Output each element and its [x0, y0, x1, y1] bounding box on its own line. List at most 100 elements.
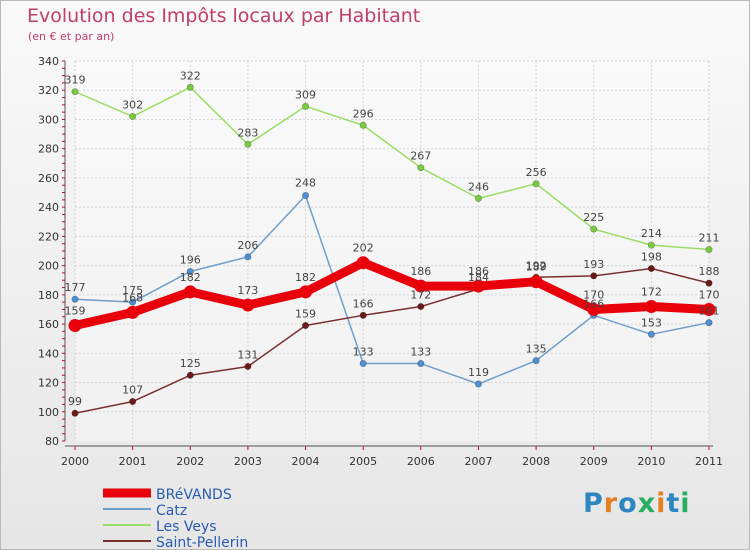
logo-letter: t [666, 488, 681, 519]
data-point [244, 140, 252, 148]
data-label: 192 [526, 259, 547, 272]
y-tick-label: 180 [38, 289, 59, 302]
legend-label: Saint-Pellerin [156, 535, 248, 549]
data-label: 196 [180, 253, 201, 266]
x-tick-label: 2005 [349, 455, 377, 468]
data-point [359, 121, 367, 129]
y-tick-label: 220 [38, 230, 59, 243]
data-point [129, 113, 137, 121]
data-label: 188 [699, 265, 720, 278]
x-tick-label: 2001 [119, 455, 147, 468]
data-label: 182 [180, 271, 201, 284]
series-line [74, 267, 710, 414]
data-label: 153 [641, 316, 662, 329]
data-label: 135 [526, 343, 547, 356]
data-label: 172 [410, 289, 431, 302]
x-tick-label: 2010 [637, 455, 665, 468]
data-point [702, 302, 716, 316]
y-tick-label: 200 [38, 260, 59, 273]
data-label: 161 [699, 305, 720, 318]
logo-letter: i [656, 488, 667, 519]
data-point [414, 279, 428, 293]
data-label: 172 [641, 286, 662, 299]
data-label: 267 [410, 150, 431, 163]
data-point [417, 303, 425, 311]
data-label: 159 [65, 305, 86, 318]
data-point [532, 180, 540, 188]
logo-letter: P [583, 488, 604, 519]
data-point [126, 305, 140, 319]
data-point [71, 295, 79, 303]
data-label: 319 [65, 74, 86, 87]
data-label: 198 [641, 251, 662, 264]
data-label: 186 [410, 265, 431, 278]
data-point [356, 256, 370, 270]
y-tick-label: 80 [45, 435, 59, 448]
data-point [647, 241, 655, 249]
y-tick-label: 120 [38, 377, 59, 390]
data-point [587, 302, 601, 316]
data-label: 184 [468, 271, 489, 284]
data-point [705, 246, 713, 254]
data-point [299, 285, 313, 299]
data-label: 168 [122, 291, 143, 304]
data-label: 177 [65, 281, 86, 294]
x-tick-label: 2004 [292, 455, 320, 468]
data-point [590, 272, 598, 280]
data-point [244, 362, 252, 370]
data-point [302, 102, 310, 110]
y-tick-label: 140 [38, 347, 59, 360]
data-label: 225 [583, 211, 604, 224]
x-tick-label: 2002 [176, 455, 204, 468]
data-label: 166 [583, 297, 604, 310]
data-label: 119 [468, 366, 489, 379]
data-point [302, 191, 310, 199]
y-tick-label: 340 [38, 55, 59, 68]
data-point [647, 265, 655, 273]
y-tick-label: 240 [38, 201, 59, 214]
data-label: 246 [468, 180, 489, 193]
data-point [241, 298, 255, 312]
data-point [71, 409, 79, 417]
data-point [471, 279, 485, 293]
data-point [244, 253, 252, 261]
plot-area [75, 61, 709, 441]
data-point [186, 267, 194, 275]
logo-letter: i [680, 488, 691, 519]
data-point [186, 83, 194, 91]
data-label: 99 [68, 395, 82, 408]
series-line [70, 258, 714, 331]
data-point [68, 319, 82, 333]
data-point [529, 275, 543, 289]
data-point [186, 371, 194, 379]
data-point [647, 330, 655, 338]
y-tick-label: 260 [38, 172, 59, 185]
chart-title: Evolution des Impôts locaux par Habitant [27, 5, 421, 27]
data-label: 309 [295, 88, 316, 101]
series-line [74, 194, 710, 385]
proxiti-logo: Proxiti [583, 488, 691, 519]
data-point [183, 285, 197, 299]
data-label: 186 [468, 265, 489, 278]
data-label: 175 [122, 284, 143, 297]
data-label: 302 [122, 99, 143, 112]
logo-letter: x [637, 488, 657, 519]
y-tick-label: 100 [38, 406, 59, 419]
data-point [71, 88, 79, 96]
data-label: 133 [353, 346, 374, 359]
series-line [74, 86, 710, 251]
data-point [359, 360, 367, 368]
y-tick-label: 160 [38, 318, 59, 331]
legend-label: BRéVANDS [156, 487, 232, 503]
data-label: 189 [526, 261, 547, 274]
data-label: 322 [180, 69, 201, 82]
x-tick-label: 2011 [695, 455, 723, 468]
data-label: 248 [295, 176, 316, 189]
data-label: 214 [641, 227, 662, 240]
data-point [417, 164, 425, 172]
x-tick-label: 2009 [580, 455, 608, 468]
data-label: 193 [583, 258, 604, 271]
data-label: 133 [410, 346, 431, 359]
data-point [705, 279, 713, 287]
